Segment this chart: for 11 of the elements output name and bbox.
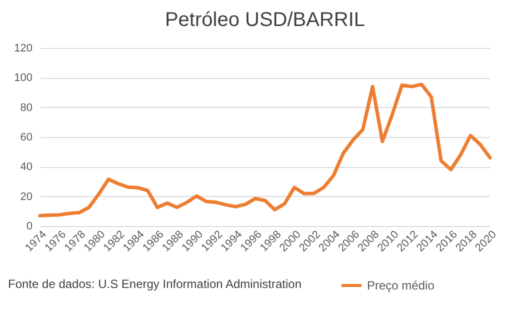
y-tick-label: 0 bbox=[26, 220, 32, 232]
y-tick-label: 40 bbox=[20, 161, 32, 174]
y-tick-label: 120 bbox=[14, 42, 32, 54]
legend-label: Preço médio bbox=[367, 278, 435, 292]
y-tick-label: 60 bbox=[20, 132, 32, 144]
chart-title: Petróleo USD/BARRIL bbox=[164, 9, 366, 31]
y-tick-label: 20 bbox=[20, 190, 32, 203]
source-note: Fonte de dados: U.S Energy Information Administration bbox=[8, 277, 302, 291]
y-tick-label: 100 bbox=[14, 72, 32, 84]
line-series bbox=[38, 82, 492, 218]
y-tick-label: 80 bbox=[20, 102, 32, 114]
